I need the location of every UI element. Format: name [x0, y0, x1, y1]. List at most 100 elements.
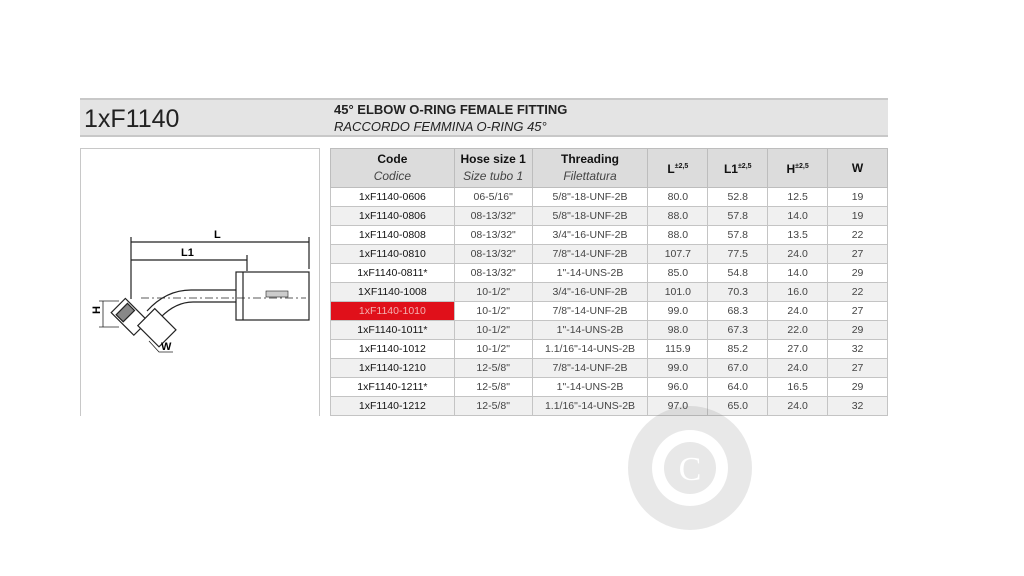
header-en: Threading — [560, 152, 619, 166]
table-cell: 70.3 — [707, 282, 769, 302]
table-cell: 22.0 — [767, 320, 829, 340]
table-cell: 06-5/16" — [453, 187, 533, 207]
table-cell: 67.3 — [707, 320, 769, 340]
table-cell: 29 — [827, 263, 888, 283]
watermark-letter: C — [679, 451, 702, 488]
table-cell: 115.9 — [647, 339, 709, 359]
label-W: W — [161, 341, 172, 353]
table-cell: 54.8 — [707, 263, 769, 283]
table-cell: 101.0 — [647, 282, 709, 302]
table-cell: 12.5 — [767, 187, 829, 207]
header-en: L1 — [723, 162, 738, 176]
label-L1: L1 — [181, 247, 194, 259]
table-cell: 88.0 — [647, 225, 709, 245]
table-cell: 24.0 — [767, 396, 829, 416]
table-cell: 14.0 — [767, 263, 829, 283]
table-row: 1XF1140-1008 10-1/2" 3/4"-16-UNF-2B 101.0 70… — [330, 282, 888, 302]
column-header: L±2,5 — [647, 148, 709, 188]
table-cell: 24.0 — [767, 244, 829, 264]
table-cell: 1xF1140-1012 — [330, 339, 455, 359]
table-cell: 27 — [827, 358, 888, 378]
table-cell: 27 — [827, 244, 888, 264]
table-cell: 1xF1140-0606 — [330, 187, 455, 207]
table-cell: 10-1/2" — [453, 282, 533, 302]
tolerance: ±2,5 — [674, 163, 689, 170]
fitting-drawing: L L1 H W — [80, 148, 320, 416]
table-row: 1xF1140-1212 12-5/8" 1.1/16"-14-UNS-2B 97.0… — [330, 396, 888, 416]
table-cell: 19 — [827, 206, 888, 226]
table-cell: 1XF1140-1008 — [330, 282, 455, 302]
table-row: 1xF1140-1010 10-1/2" 7/8"-14-UNF-2B 99.0 68.… — [330, 301, 888, 321]
table-row: 1xF1140-1210 12-5/8" 7/8"-14-UNF-2B 99.0 67.… — [330, 358, 888, 378]
table-cell: 1xF1140-1212 — [330, 396, 455, 416]
table-cell: 57.8 — [707, 225, 769, 245]
table-row: 1xF1140-0606 06-5/16" 5/8"-18-UNF-2B 80.0 52… — [330, 187, 888, 207]
table-cell: 10-1/2" — [453, 301, 533, 321]
table-cell: 3/4"-16-UNF-2B — [531, 282, 649, 302]
table-cell: 1xF1140-1011* — [330, 320, 455, 340]
table-cell: 12-5/8" — [453, 358, 533, 378]
table-cell: 57.8 — [707, 206, 769, 226]
table-cell: 22 — [827, 225, 888, 245]
table-cell: 08-13/32" — [453, 244, 533, 264]
table-cell: 64.0 — [707, 377, 769, 397]
table-cell: 88.0 — [647, 206, 709, 226]
table-header: Code Codice Hose size 1 Size tubo 1 Threadin… — [330, 148, 888, 188]
fitting-spec-table: Code Codice Hose size 1 Size tubo 1 Threadin… — [330, 148, 888, 416]
table-cell: 27 — [827, 301, 888, 321]
table-cell: 7/8"-14-UNF-2B — [531, 244, 649, 264]
header-en: H — [786, 162, 796, 176]
table-cell: 99.0 — [647, 301, 709, 321]
table-row: 1xF1140-0811* 08-13/32" 1"-14-UNS-2B 85.0 54… — [330, 263, 888, 283]
table-cell: 13.5 — [767, 225, 829, 245]
table-cell: 7/8"-14-UNF-2B — [531, 358, 649, 378]
label-L: L — [214, 229, 221, 241]
table-cell: 97.0 — [647, 396, 709, 416]
table-cell: 08-13/32" — [453, 225, 533, 245]
column-header: Code Codice — [330, 148, 455, 188]
table-cell: 1xF1140-1010 — [330, 301, 455, 321]
table-cell: 1"-14-UNS-2B — [531, 263, 649, 283]
table-row: 1xF1140-0810 08-13/32" 7/8"-14-UNF-2B 107.7… — [330, 244, 888, 264]
table-cell: 65.0 — [707, 396, 769, 416]
table-cell: 7/8"-14-UNF-2B — [531, 301, 649, 321]
column-header: Threading Filettatura — [531, 148, 649, 188]
table-row: 1xF1140-1011* 10-1/2" 1"-14-UNS-2B 98.0 67.3… — [330, 320, 888, 340]
table-cell: 19 — [827, 187, 888, 207]
table-cell: 107.7 — [647, 244, 709, 264]
table-cell: 27.0 — [767, 339, 829, 359]
tolerance: ±2,5 — [795, 163, 809, 170]
title-en: 45° ELBOW O-RING FEMALE FITTING — [334, 102, 568, 117]
watermark-gear-logo: C — [628, 406, 752, 530]
table-cell: 14.0 — [767, 206, 829, 226]
table-cell: 85.0 — [647, 263, 709, 283]
table-cell: 96.0 — [647, 377, 709, 397]
table-cell: 1xF1140-0806 — [330, 206, 455, 226]
table-cell: 29 — [827, 377, 888, 397]
table-cell: 1xF1140-0808 — [330, 225, 455, 245]
table-cell: 10-1/2" — [453, 320, 533, 340]
table-row: 1xF1140-0808 08-13/32" 3/4"-16-UNF-2B 88.0 5… — [330, 225, 888, 245]
table-cell: 99.0 — [647, 358, 709, 378]
table-cell: 68.3 — [707, 301, 769, 321]
table-cell: 1"-14-UNS-2B — [531, 377, 649, 397]
table-cell: 16.0 — [767, 282, 829, 302]
header-en: Hose size 1 — [460, 152, 526, 166]
table-cell: 29 — [827, 320, 888, 340]
table-cell: 80.0 — [647, 187, 709, 207]
table-cell: 32 — [827, 396, 888, 416]
table-cell: 98.0 — [647, 320, 709, 340]
table-cell: 08-13/32" — [453, 263, 533, 283]
header-it: Filettatura — [563, 169, 617, 183]
table-cell: 1.1/16"-14-UNS-2B — [531, 396, 649, 416]
header-it: Size tubo 1 — [463, 169, 524, 183]
column-header: W — [827, 148, 888, 188]
column-header: Hose size 1 Size tubo 1 — [453, 148, 533, 188]
table-cell: 10-1/2" — [453, 339, 533, 359]
column-header: H±2,5 — [767, 148, 829, 188]
table-cell: 1xF1140-1210 — [330, 358, 455, 378]
column-header: L1±2,5 — [707, 148, 769, 188]
table-cell: 22 — [827, 282, 888, 302]
model-code: 1xF1140 — [84, 105, 180, 133]
table-cell: 77.5 — [707, 244, 769, 264]
